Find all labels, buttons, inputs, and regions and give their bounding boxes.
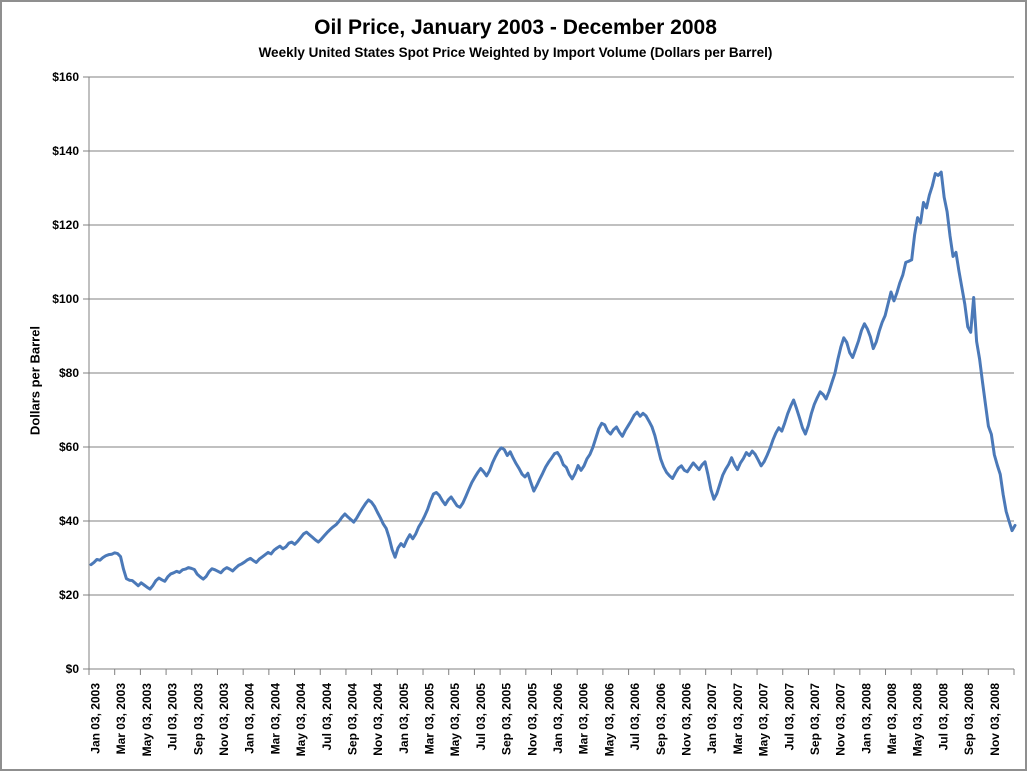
x-tick-label: Nov 03, 2006 [679,683,693,756]
x-tick-label: Jul 03, 2006 [628,683,642,751]
y-tick-label: $80 [59,366,79,380]
x-tick-label: Sep 03, 2005 [500,683,514,755]
y-tick-label: $40 [59,514,79,528]
x-tick-label: May 03, 2008 [911,683,925,757]
x-tick-label: Sep 03, 2006 [654,683,668,755]
chart-subtitle: Weekly United States Spot Price Weighted… [258,45,773,60]
x-tick-label: Jul 03, 2007 [782,683,796,751]
y-tick-label: $0 [66,662,80,676]
x-tick-label: May 03, 2007 [757,683,771,757]
x-tick-label: Jan 03, 2006 [551,683,565,754]
x-tick-label: Nov 03, 2003 [217,683,231,756]
x-tick-label: Jan 03, 2004 [243,683,257,754]
x-tick-label: May 03, 2005 [448,683,462,757]
x-tick-label: Jan 03, 2005 [397,683,411,754]
gridlines [89,76,1014,596]
y-tick-label: $60 [59,440,79,454]
x-tick-label: Jul 03, 2004 [320,683,334,751]
x-tick-label: Jan 03, 2007 [705,683,719,754]
x-tick-label: Jul 03, 2008 [936,683,950,751]
y-tick-label: $20 [59,588,79,602]
x-tick-label: Sep 03, 2003 [191,683,205,755]
x-tick-label: Jul 03, 2003 [166,683,180,751]
x-tick-label: Nov 03, 2007 [834,683,848,756]
axes [83,76,1015,675]
y-tick-label: $160 [52,70,79,84]
x-tick-label: May 03, 2003 [140,683,154,757]
x-tick-label: Nov 03, 2008 [988,683,1002,756]
oil-price-line [89,170,1017,591]
x-tick-label: May 03, 2004 [294,683,308,757]
x-tick-label: Mar 03, 2003 [114,683,128,755]
x-tick-label: Jul 03, 2005 [474,683,488,751]
y-tick-label: $100 [52,292,79,306]
x-tick-labels: Jan 03, 2003 Mar 03, 2003 May 03, 2003 Jul … [89,683,1002,757]
chart-title: Oil Price, January 2003 - December 2008 [314,16,717,39]
x-tick-label: Mar 03, 2007 [731,683,745,755]
y-tick-labels: $0 $20 $40 $60 $80 $100 $120 $140 $160 [52,70,79,676]
x-tick-label: Nov 03, 2004 [371,683,385,756]
x-tick-label: Sep 03, 2008 [962,683,976,755]
x-tick-label: Mar 03, 2008 [885,683,899,755]
x-tick-label: Sep 03, 2007 [808,683,822,755]
x-tick-label: Jan 03, 2003 [89,683,103,754]
x-tick-label: May 03, 2006 [602,683,616,757]
x-tick-label: Mar 03, 2004 [268,683,282,755]
y-tick-label: $140 [52,144,79,158]
price-line-series [89,170,1017,591]
x-tick-label: Nov 03, 2005 [525,683,539,756]
x-tick-label: Sep 03, 2004 [345,683,359,755]
x-tick-label: Mar 03, 2006 [577,683,591,755]
y-tick-label: $120 [52,218,79,232]
x-tick-label: Mar 03, 2005 [423,683,437,755]
x-tick-label: Jan 03, 2008 [859,683,873,754]
